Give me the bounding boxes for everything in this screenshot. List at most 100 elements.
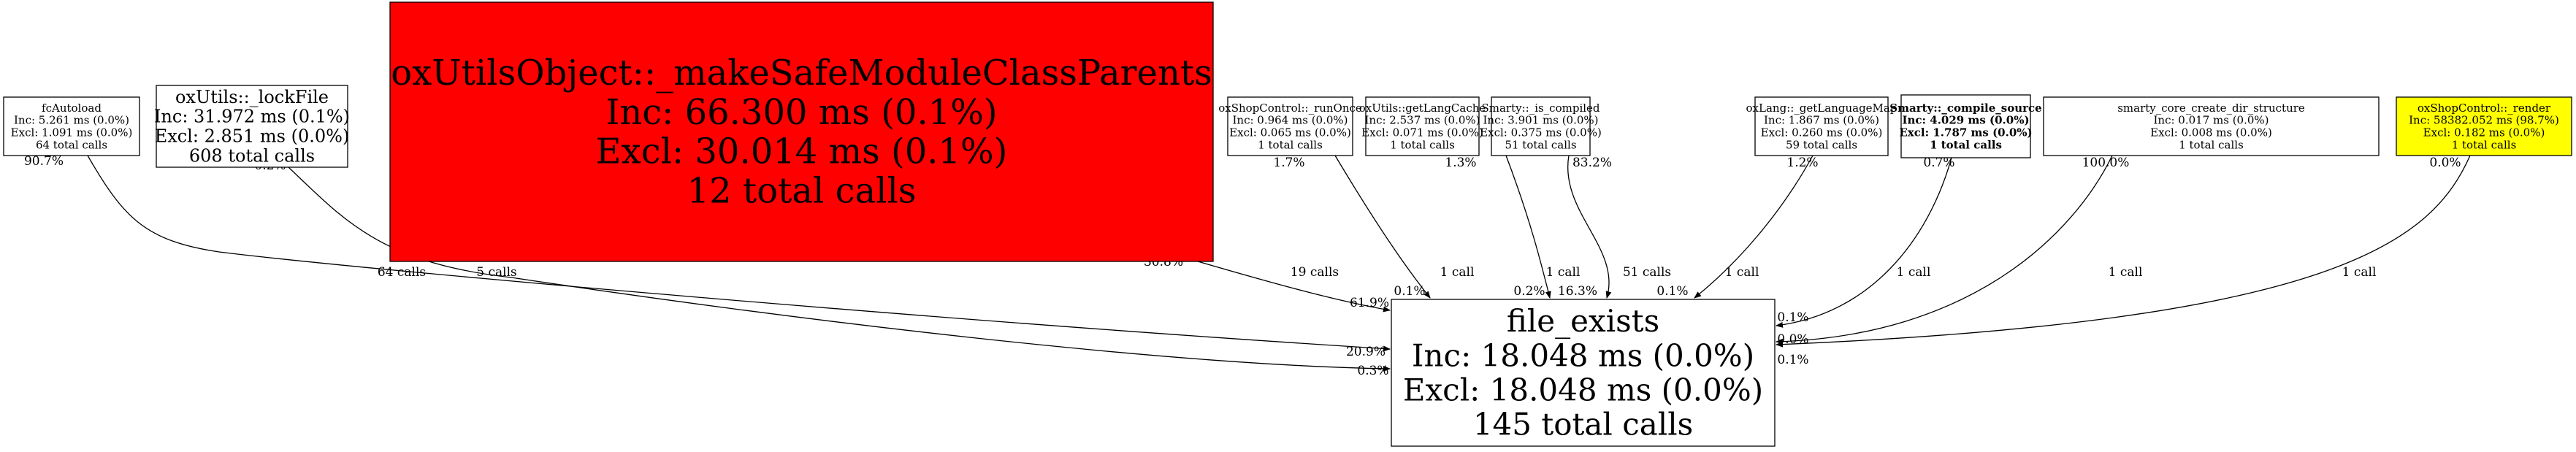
node-box xyxy=(1365,96,1480,156)
node-inclusive-time: Inc: 66.300 ms (0.1%) xyxy=(605,92,997,133)
edge-head-percent-label: 20.9% xyxy=(1346,345,1386,359)
node-inclusive-time: Inc: 4.029 ms (0.0%) xyxy=(1902,114,2029,127)
node-function-name: oxUtils::_lockFile xyxy=(175,87,329,107)
edge-line xyxy=(87,155,1391,352)
node-box xyxy=(2043,96,2380,156)
node-box xyxy=(1754,96,1889,156)
edge-line xyxy=(1694,155,1813,299)
node-inclusive-time: Inc: 18.048 ms (0.0%) xyxy=(1412,337,1754,373)
edge-call-count-label: 19 calls xyxy=(1291,265,1339,280)
node-total-calls: 1 total calls xyxy=(1258,138,1323,151)
node-inclusive-time: Inc: 58382.052 ms (98.7%) xyxy=(2409,114,2559,127)
node-exclusive-time: Excl: 0.260 ms (0.0%) xyxy=(1761,126,1883,139)
node-box xyxy=(1900,94,2031,158)
node-total-calls: 1 total calls xyxy=(1930,138,2002,151)
edge-head-percent-label: 0.3% xyxy=(1357,364,1388,378)
edge-line xyxy=(1505,155,1551,299)
node-total-calls: 145 total calls xyxy=(1473,406,1693,442)
node-exclusive-time: Excl: 1.787 ms (0.0%) xyxy=(1899,126,2032,139)
edge-runOnce-to-fileExists: 1 call 1.7% 0.1% xyxy=(1273,155,1475,299)
edge-call-count-label: 1 call xyxy=(1897,265,1931,280)
node-exclusive-time: Excl: 18.048 ms (0.0%) xyxy=(1403,372,1763,407)
node-exclusive-time: Excl: 0.065 ms (0.0%) xyxy=(1229,126,1351,139)
edge-tail-percent-label: 0.7% xyxy=(1923,156,1954,170)
node-total-calls: 59 total calls xyxy=(1786,138,1857,151)
node-exclusive-time: Excl: 2.851 ms (0.0%) xyxy=(155,126,350,147)
edge-call-count-label: 5 calls xyxy=(476,265,516,280)
node-function-name: oxUtilsObject::_makeSafeModuleClassParen… xyxy=(391,53,1212,93)
node-inclusive-time: Inc: 31.972 ms (0.1%) xyxy=(154,107,350,127)
edge-call-count-label: 51 calls xyxy=(1623,265,1671,280)
node-exclusive-time: Excl: 30.014 ms (0.1%) xyxy=(596,131,1008,172)
node-exclusive-time: Excl: 0.182 ms (0.0%) xyxy=(2423,126,2545,139)
node-inclusive-time: Inc: 2.537 ms (0.0%) xyxy=(1364,114,1480,127)
edge-call-count-label: 1 call xyxy=(1725,265,1759,280)
edge-head-percent-label: 61.9% xyxy=(1350,296,1389,310)
node-function-name: oxShopControl::_runOnce xyxy=(1218,101,1362,115)
edge-fcAutoload-to-fileExists: 64 calls 90.7% 20.9% xyxy=(24,154,1391,359)
edge-call-count-label: 1 call xyxy=(1546,265,1581,280)
edge-getLanguageMap-to-fileExists: 1 call 1.2% 0.1% xyxy=(1656,155,1819,299)
edge-head-percent-label: 0.1% xyxy=(1777,353,1808,367)
node-box xyxy=(3,96,140,156)
node-inclusive-time: Inc: 3.901 ms (0.0%) xyxy=(1483,114,1598,127)
node-box xyxy=(1491,96,1591,156)
node-function-name: smarty_core_create_dir_structure xyxy=(2117,101,2305,115)
node-inclusive-time: Inc: 5.261 ms (0.0%) xyxy=(14,114,129,127)
node-inclusive-time: Inc: 1.867 ms (0.0%) xyxy=(1764,114,1879,127)
node-total-calls: 12 total calls xyxy=(687,170,917,211)
node-exclusive-time: Excl: 1.091 ms (0.0%) xyxy=(11,126,133,139)
edge-isCompiled-to-fileExists: 51 calls 83.2% 16.3% xyxy=(1558,155,1671,299)
edge-tail-percent-label: 0.0% xyxy=(2429,156,2461,170)
node-function-name: oxLang::_getLanguageMap xyxy=(1746,101,1897,115)
node-inclusive-time: Inc: 0.017 ms (0.0%) xyxy=(2153,114,2269,127)
node-exclusive-time: Excl: 0.071 ms (0.0%) xyxy=(1361,126,1483,139)
node-box xyxy=(156,85,348,168)
edge-line xyxy=(1197,261,1391,313)
node-box xyxy=(1391,299,1776,447)
node-function-name: oxShopControl::_render xyxy=(2418,101,2551,115)
node-box xyxy=(389,1,1214,262)
edge-line xyxy=(288,166,1391,372)
node-total-calls: 1 total calls xyxy=(2179,138,2244,151)
node-function-name: fcAutoload xyxy=(42,101,102,115)
node-function-name: file_exists xyxy=(1507,303,1659,339)
edge-head-percent-label: 0.2% xyxy=(1513,284,1545,299)
edge-line xyxy=(1567,155,1612,299)
node-exclusive-time: Excl: 0.008 ms (0.0%) xyxy=(2150,126,2272,139)
edge-line xyxy=(1776,157,1952,328)
edge-tail-percent-label: 83.2% xyxy=(1572,156,1612,170)
node-exclusive-time: Excl: 0.375 ms (0.0%) xyxy=(1480,126,1602,139)
node-box xyxy=(2396,96,2572,156)
node-total-calls: 64 total calls xyxy=(36,138,107,151)
node-inclusive-time: Inc: 0.964 ms (0.0%) xyxy=(1232,114,1348,127)
edge-compileSource-to-fileExists: 1 call 0.7% 0.1% xyxy=(1776,156,1955,328)
edge-head-percent-label: 0.1% xyxy=(1394,284,1425,299)
node-box xyxy=(1227,96,1353,156)
edge-tail-percent-label: 1.7% xyxy=(1273,156,1304,170)
edge-call-count-label: 1 call xyxy=(1440,265,1475,280)
edge-tail-percent-label: 1.2% xyxy=(1786,156,1818,170)
edge-render-to-fileExists: 1 call 0.0% 0.1% xyxy=(1776,155,2471,367)
edge-line xyxy=(1776,155,2113,345)
edge-head-percent-label: 16.3% xyxy=(1558,284,1597,299)
node-function-name: oxUtils::getLangCache xyxy=(1359,101,1486,115)
edge-tail-percent-label: 1.3% xyxy=(1445,156,1476,170)
node-total-calls: 608 total calls xyxy=(189,145,315,166)
edge-call-count-label: 1 call xyxy=(2109,265,2143,280)
edge-getLangCache-to-fileExists: 1 call 1.3% 0.2% xyxy=(1445,155,1581,299)
node-makeSafe[interactable]: oxUtilsObject::_makeSafeModuleClassParen… xyxy=(389,1,1214,262)
